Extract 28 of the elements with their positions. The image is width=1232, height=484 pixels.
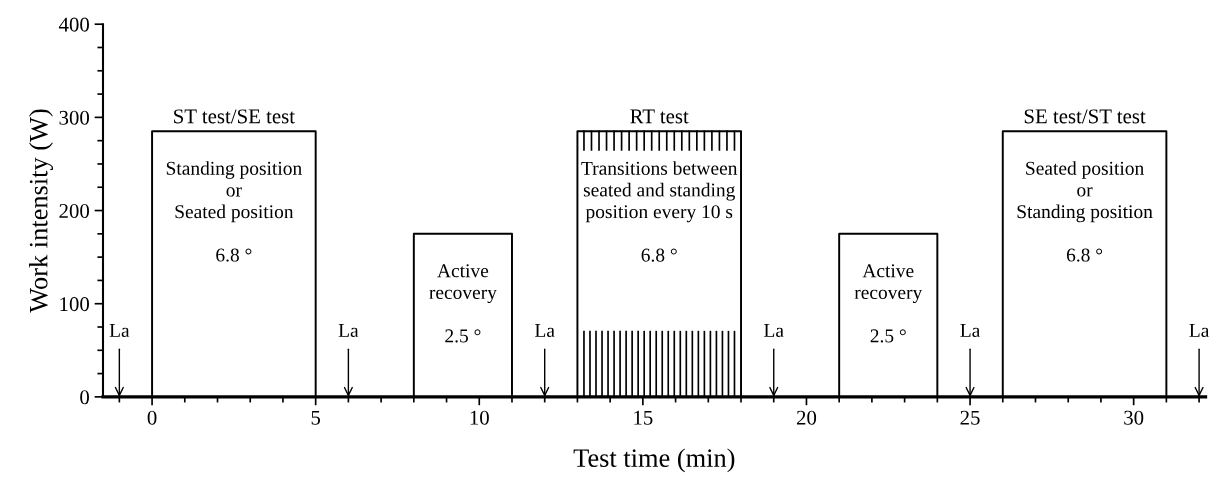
annotation: ST test/SE test xyxy=(174,109,295,124)
y-tick-label: 400 xyxy=(58,17,90,32)
y-axis-title: Work intensity (W) xyxy=(28,109,53,313)
text: Active recovery 2.5 ° xyxy=(854,264,923,343)
x-tick-label: 10 xyxy=(470,410,489,425)
text: Transitions between seated and standing position every 10 s 6.8 ° xyxy=(581,161,738,262)
annotation: La xyxy=(338,324,359,338)
annotation: La xyxy=(960,324,981,338)
annotation: La xyxy=(1189,324,1210,338)
y-tick-label: 100 xyxy=(60,297,90,312)
annotation: SE test/ST test xyxy=(1024,109,1146,124)
x-axis-title: Test time (min) xyxy=(573,448,735,473)
x-tick-label: 20 xyxy=(796,410,817,425)
x-tick-label: 5 xyxy=(311,410,321,425)
x-tick-label: 0 xyxy=(147,410,157,425)
text: Seated position or Standing position 6.8 ° xyxy=(1017,161,1153,262)
annotation: La xyxy=(764,324,784,338)
x-tick-label: 30 xyxy=(1124,410,1144,425)
x-tick-label: 25 xyxy=(960,410,980,425)
x-tick-label: 15 xyxy=(634,410,653,425)
text: Active recovery 2.5 ° xyxy=(429,264,497,343)
text: Standing position or Seated position 6.8 ° xyxy=(166,161,302,262)
annotation: La xyxy=(535,324,555,338)
y-tick-label: 0 xyxy=(80,390,90,405)
annotation: RT test xyxy=(630,109,689,124)
y-tick-label: 200 xyxy=(59,203,90,218)
annotation: La xyxy=(109,324,130,338)
y-tick-label: 300 xyxy=(59,110,90,125)
